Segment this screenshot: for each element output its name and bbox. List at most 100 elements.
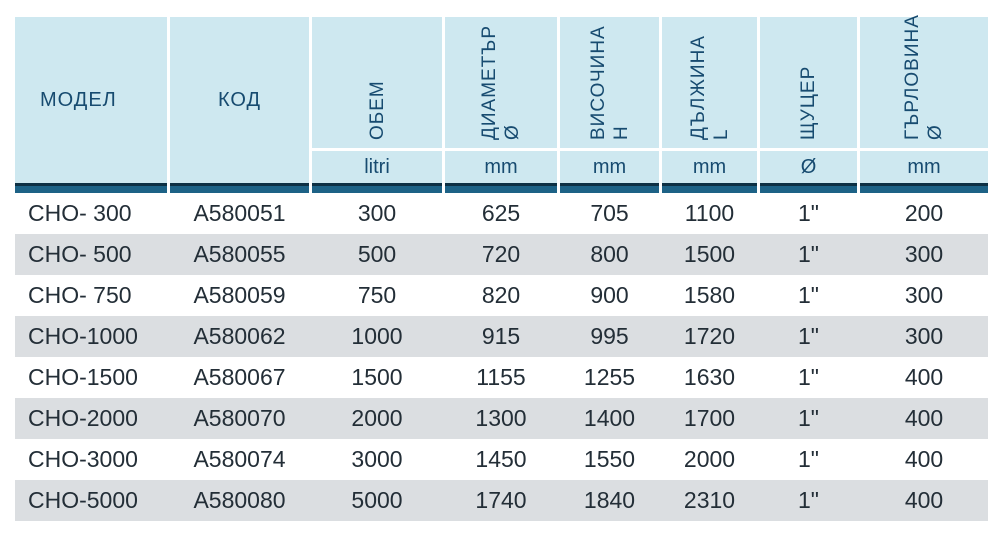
- cell-nozzle: 1": [798, 200, 819, 226]
- unit-cell-length: mm: [662, 151, 757, 183]
- header-label-neck: ГЪРЛОВИНА: [902, 14, 923, 140]
- cell-length: 1700: [683, 405, 736, 431]
- cell-volume: 500: [357, 241, 397, 267]
- cell-nozzle: 1": [798, 282, 819, 308]
- header-cell-volume: ОБЕМ: [312, 17, 442, 148]
- cell-neck: 400: [904, 446, 944, 472]
- cell-nozzle: 1": [798, 446, 819, 472]
- cell-volume: 3000: [351, 446, 403, 472]
- cell-diameter: 1300: [475, 405, 527, 431]
- vertical-label-volume: ОБЕМ: [366, 17, 389, 140]
- vertical-label-diameter: ДИАМЕТЪР Ø: [478, 17, 524, 140]
- table-row: СНО-3000 А580074 3000 1450 1550 2000 1" …: [15, 439, 988, 480]
- cell-height: 1550: [583, 446, 636, 472]
- cell-neck: 400: [904, 487, 944, 513]
- cell-code: А580062: [193, 323, 286, 349]
- table-row: СНО-2000 А580070 2000 1300 1400 1700 1" …: [15, 398, 988, 439]
- table-row: СНО-1000 А580062 1000 915 995 1720 1" 30…: [15, 316, 988, 357]
- cell-height: 995: [590, 323, 629, 349]
- unit-cell-height: mm: [560, 151, 659, 183]
- header-cell-height: ВИСОЧИНА H: [560, 17, 659, 148]
- vertical-label-height: ВИСОЧИНА H: [587, 17, 633, 140]
- cell-length: 1630: [683, 364, 736, 390]
- header-cell-length: ДЪЛЖИНА L: [662, 17, 757, 148]
- cell-volume: 300: [357, 200, 397, 226]
- cell-model: СНО- 750: [28, 282, 132, 308]
- header-symbol-diameter: Ø: [502, 124, 523, 140]
- cell-neck: 400: [904, 364, 944, 390]
- header-label-diameter: ДИАМЕТЪР: [479, 24, 500, 140]
- unit-cell-neck: mm: [860, 151, 988, 183]
- header-symbol-neck: Ø: [925, 124, 946, 140]
- header-label-nozzle: ЩУЦЕР: [798, 65, 819, 140]
- cell-code: А580055: [193, 241, 286, 267]
- divider-segment: [170, 183, 309, 193]
- cell-neck: 200: [904, 200, 944, 226]
- cell-volume: 750: [357, 282, 397, 308]
- cell-volume: 1000: [351, 323, 403, 349]
- table-row: СНО-1500 А580067 1500 1155 1255 1630 1" …: [15, 357, 988, 398]
- table-header: МОДЕЛ КОД ОБЕМ ДИАМЕТЪР Ø ВИСОЧИНА: [15, 14, 988, 183]
- header-cell-diameter: ДИАМЕТЪР Ø: [445, 17, 557, 148]
- header-symbol-height: H: [610, 125, 632, 140]
- cell-model: СНО-5000: [28, 487, 138, 513]
- cell-nozzle: 1": [798, 364, 819, 390]
- cell-code: А580051: [193, 200, 286, 226]
- unit-cell-volume: litri: [312, 151, 442, 183]
- cell-neck: 400: [904, 405, 944, 431]
- cell-neck: 300: [904, 323, 944, 349]
- unit-cell-nozzle: Ø: [760, 151, 857, 183]
- table-row: СНО- 300 А580051 300 625 705 1100 1" 200: [15, 193, 988, 234]
- cell-nozzle: 1": [798, 323, 819, 349]
- cell-volume: 2000: [351, 405, 403, 431]
- divider-segment: [15, 183, 167, 193]
- table-row: СНО-5000 А580080 5000 1740 1840 2310 1" …: [15, 480, 988, 521]
- cell-model: СНО-2000: [28, 405, 138, 431]
- cell-volume: 5000: [351, 487, 403, 513]
- cell-nozzle: 1": [798, 241, 819, 267]
- divider-segment: [445, 183, 557, 193]
- header-label-length: ДЪЛЖИНА: [687, 35, 709, 140]
- header-cell-neck: ГЪРЛОВИНА Ø: [860, 14, 988, 148]
- cell-length: 1580: [683, 282, 736, 308]
- cell-diameter: 720: [481, 241, 521, 267]
- cell-height: 1400: [583, 405, 636, 431]
- vertical-label-length: ДЪЛЖИНА L: [687, 17, 733, 140]
- divider-segment: [662, 183, 757, 193]
- cell-volume: 1500: [351, 364, 403, 390]
- cell-nozzle: 1": [798, 487, 819, 513]
- cell-diameter: 1155: [476, 364, 526, 390]
- cell-height: 1255: [583, 364, 636, 390]
- divider-bar: [15, 183, 988, 193]
- header-label-code: КОД: [217, 88, 262, 111]
- cell-length: 2310: [683, 487, 736, 513]
- table-row: СНО- 750 А580059 750 820 900 1580 1" 300: [15, 275, 988, 316]
- cell-model: СНО- 300: [28, 200, 132, 226]
- divider-segment: [312, 183, 442, 193]
- divider-segment: [560, 183, 659, 193]
- header-label-volume: ОБЕМ: [366, 80, 388, 140]
- cell-nozzle: 1": [798, 405, 819, 431]
- cell-neck: 300: [904, 241, 944, 267]
- cell-model: СНО-1000: [28, 323, 138, 349]
- header-cell-model: МОДЕЛ: [15, 17, 167, 183]
- cell-diameter: 820: [481, 282, 521, 308]
- cell-model: СНО- 500: [28, 241, 132, 267]
- cell-diameter: 915: [481, 323, 521, 349]
- header-cell-nozzle: ЩУЦЕР: [760, 17, 857, 148]
- cell-code: А580080: [193, 487, 286, 513]
- cell-diameter: 1450: [475, 446, 527, 472]
- cell-code: А580067: [193, 364, 286, 390]
- header-label-height: ВИСОЧИНА: [587, 25, 609, 140]
- header-symbol-length: L: [710, 128, 732, 140]
- cell-length: 1100: [684, 200, 735, 226]
- table-row: СНО- 500 А580055 500 720 800 1500 1" 300: [15, 234, 988, 275]
- cell-model: СНО-1500: [28, 364, 138, 390]
- cell-length: 2000: [683, 446, 736, 472]
- divider-segment: [860, 183, 988, 193]
- cell-length: 1500: [683, 241, 736, 267]
- spec-table: МОДЕЛ КОД ОБЕМ ДИАМЕТЪР Ø ВИСОЧИНА: [15, 14, 988, 521]
- header-label-model: МОДЕЛ: [40, 88, 117, 111]
- cell-code: А580059: [193, 282, 286, 308]
